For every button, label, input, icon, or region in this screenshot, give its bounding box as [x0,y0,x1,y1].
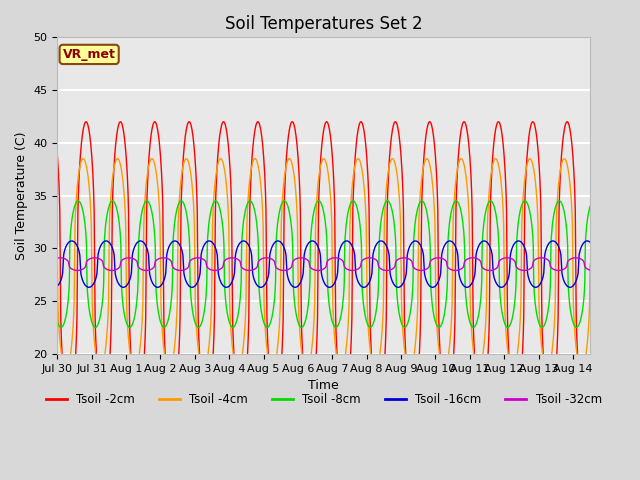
Tsoil -16cm [114,279,122,285]
Tsoil -16cm [586,240,594,245]
Tsoil -4cm [504,346,511,351]
Tsoil -32cm [579,258,587,264]
Tsoil -16cm [68,238,76,244]
Tsoil -32cm [114,266,122,272]
Tsoil -4cm [114,156,122,161]
Tsoil -16cm [349,245,356,251]
Line: Tsoil -16cm: Tsoil -16cm [58,241,590,288]
Tsoil -16cm [388,279,396,285]
Text: VR_met: VR_met [63,48,116,61]
Tsoil -2cm [579,402,587,408]
Tsoil -2cm [54,153,61,159]
X-axis label: Time: Time [308,379,339,392]
Tsoil -2cm [388,127,396,132]
Tsoil -4cm [62,367,70,372]
Tsoil -8cm [388,207,396,213]
Tsoil -4cm [586,261,594,267]
Tsoil -2cm [65,404,73,409]
Y-axis label: Soil Temperature (C): Soil Temperature (C) [15,132,28,260]
Tsoil -32cm [388,266,396,272]
Tsoil -8cm [113,207,121,213]
Tsoil -32cm [443,259,451,264]
Tsoil -32cm [349,267,356,273]
Tsoil -8cm [579,304,587,310]
Tsoil -2cm [504,315,511,321]
Tsoil -8cm [443,296,451,301]
Tsoil -8cm [74,198,82,204]
Tsoil -32cm [504,255,511,261]
Tsoil -32cm [74,267,81,273]
Tsoil -2cm [82,119,90,125]
Tsoil -2cm [586,369,594,375]
Tsoil -16cm [85,285,93,290]
Tsoil -4cm [349,177,356,182]
Tsoil -8cm [586,204,594,209]
Tsoil -16cm [504,278,511,284]
Tsoil -4cm [579,365,587,371]
Legend: Tsoil -2cm, Tsoil -4cm, Tsoil -8cm, Tsoil -16cm, Tsoil -32cm: Tsoil -2cm, Tsoil -4cm, Tsoil -8cm, Tsoi… [41,389,607,411]
Tsoil -2cm [349,207,356,213]
Tsoil -8cm [54,319,61,324]
Tsoil -2cm [114,127,122,132]
Tsoil -16cm [579,241,587,247]
Line: Tsoil -2cm: Tsoil -2cm [58,122,590,407]
Tsoil -32cm [56,255,64,261]
Line: Tsoil -32cm: Tsoil -32cm [58,258,590,270]
Tsoil -8cm [435,324,443,330]
Line: Tsoil -8cm: Tsoil -8cm [58,201,590,327]
Tsoil -8cm [504,324,511,330]
Tsoil -4cm [79,156,87,161]
Tsoil -4cm [54,261,61,267]
Tsoil -4cm [388,156,396,161]
Title: Soil Temperatures Set 2: Soil Temperatures Set 2 [225,15,422,33]
Tsoil -4cm [443,363,451,369]
Tsoil -32cm [54,255,61,261]
Tsoil -16cm [443,240,451,246]
Tsoil -2cm [443,403,451,409]
Tsoil -16cm [54,283,61,289]
Tsoil -32cm [586,267,594,273]
Line: Tsoil -4cm: Tsoil -4cm [58,158,590,370]
Tsoil -8cm [349,198,356,204]
